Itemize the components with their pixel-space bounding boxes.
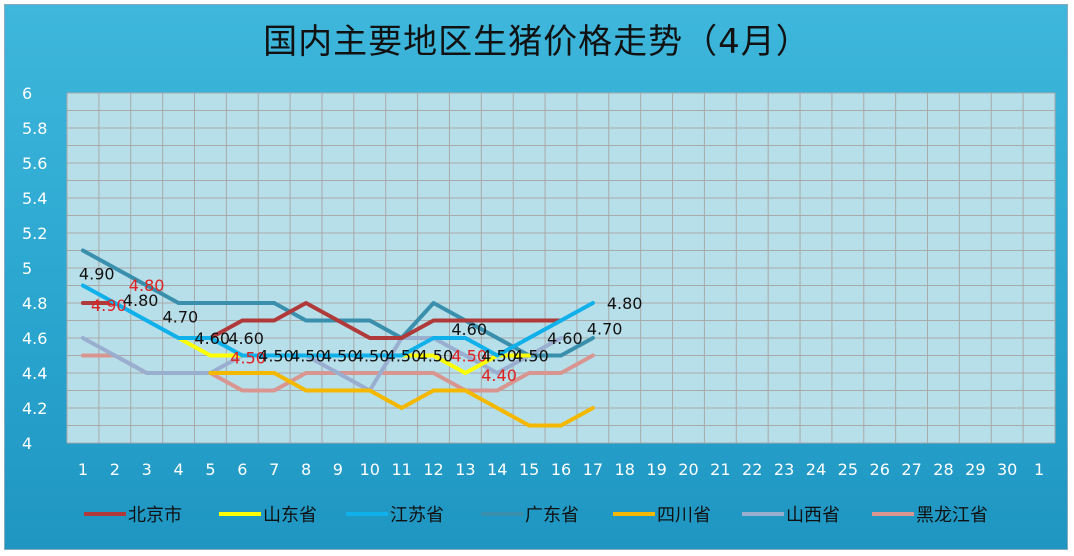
x-tick-label: 29 bbox=[965, 460, 985, 479]
x-tick-label: 20 bbox=[678, 460, 698, 479]
legend-label: 山东省 bbox=[263, 505, 317, 526]
x-tick-label: 22 bbox=[742, 460, 762, 479]
series-line-5 bbox=[208, 371, 595, 428]
x-tick-label: 26 bbox=[870, 460, 890, 479]
data-label: 4.60 bbox=[194, 329, 230, 348]
x-tick-label: 25 bbox=[838, 460, 858, 479]
x-tick-label: 28 bbox=[933, 460, 953, 479]
data-label: 4.80 bbox=[123, 291, 159, 310]
x-tick-label: 1 bbox=[78, 460, 88, 479]
x-tick-label: 10 bbox=[360, 460, 380, 479]
x-tick-label: 13 bbox=[455, 460, 475, 479]
x-axis-tick-labels: 1 2 3 4 5 6 7 8 9 10 11 12 13 14 15 16 17 18 19 20 21 22 23 24 2… bbox=[78, 460, 1044, 479]
data-label: 4.50 bbox=[513, 347, 549, 366]
x-tick-label: 23 bbox=[774, 460, 794, 479]
y-tick-label: 4.2 bbox=[22, 399, 47, 418]
data-label: 4.90 bbox=[79, 265, 115, 284]
data-label: 4.50 bbox=[451, 347, 487, 366]
data-label: 4.50 bbox=[418, 347, 454, 366]
x-tick-label: 6 bbox=[237, 460, 247, 479]
x-tick-label: 1 bbox=[1034, 460, 1044, 479]
y-tick-label: 4.8 bbox=[22, 294, 47, 313]
y-tick-label: 5 bbox=[22, 259, 32, 278]
x-tick-label: 17 bbox=[583, 460, 603, 479]
y-tick-label: 5.6 bbox=[22, 154, 47, 173]
y-tick-label: 4.6 bbox=[22, 329, 47, 348]
data-label: 4.50 bbox=[230, 349, 266, 368]
x-tick-label: 7 bbox=[269, 460, 279, 479]
y-tick-label: 5.2 bbox=[22, 224, 47, 243]
legend-label: 山西省 bbox=[786, 505, 840, 526]
data-label: 4.40 bbox=[481, 366, 517, 385]
x-tick-label: 9 bbox=[333, 460, 343, 479]
data-label: 4.50 bbox=[258, 347, 294, 366]
x-tick-label: 19 bbox=[646, 460, 666, 479]
y-axis-tick-labels: 4 4.2 4.4 4.6 4.8 5 5.2 5.4 5.6 5.8 6 bbox=[22, 84, 47, 453]
x-tick-label: 27 bbox=[901, 460, 921, 479]
data-label: 4.50 bbox=[481, 347, 517, 366]
data-label: 4.80 bbox=[607, 294, 643, 313]
data-label: 4.70 bbox=[163, 308, 199, 327]
series-line-1 bbox=[80, 301, 563, 340]
x-tick-label: 8 bbox=[301, 460, 311, 479]
data-label: 4.50 bbox=[354, 347, 390, 366]
x-tick-label: 12 bbox=[423, 460, 443, 479]
data-label: 4.50 bbox=[386, 347, 422, 366]
y-tick-label: 4.4 bbox=[22, 364, 47, 383]
y-tick-label: 6 bbox=[22, 84, 32, 103]
x-tick-label: 16 bbox=[551, 460, 571, 479]
legend-label: 四川省 bbox=[657, 505, 711, 526]
legend-label: 江苏省 bbox=[390, 505, 444, 526]
legend-label: 北京市 bbox=[128, 505, 182, 526]
x-tick-label: 21 bbox=[710, 460, 730, 479]
data-label: 4.70 bbox=[587, 320, 623, 339]
x-tick-label: 15 bbox=[519, 460, 539, 479]
grid-lines bbox=[66, 92, 1056, 444]
series-lines bbox=[80, 248, 595, 428]
x-tick-label: 5 bbox=[205, 460, 215, 479]
x-tick-label: 2 bbox=[110, 460, 120, 479]
x-tick-label: 4 bbox=[173, 460, 183, 479]
chart-title: 国内主要地区生猪价格走势（4月） bbox=[263, 22, 811, 62]
data-labels: 4.904.904.804.804.704.604.604.504.504.50… bbox=[79, 265, 643, 386]
data-label: 4.50 bbox=[290, 347, 326, 366]
data-label: 4.90 bbox=[91, 296, 127, 315]
data-label: 4.60 bbox=[451, 320, 487, 339]
legend: 北京市 山东省 江苏省 广东省 四川省 山西省 黑龙江省 bbox=[84, 505, 988, 526]
x-tick-label: 14 bbox=[487, 460, 507, 479]
x-tick-label: 11 bbox=[391, 460, 411, 479]
data-label: 4.80 bbox=[129, 276, 165, 295]
x-tick-label: 24 bbox=[806, 460, 826, 479]
x-tick-label: 3 bbox=[142, 460, 152, 479]
series-line-3 bbox=[80, 283, 595, 358]
y-tick-label: 4 bbox=[22, 434, 32, 453]
legend-label: 黑龙江省 bbox=[916, 505, 988, 526]
x-tick-label: 18 bbox=[615, 460, 635, 479]
x-tick-label: 30 bbox=[997, 460, 1017, 479]
data-label: 4.60 bbox=[547, 329, 583, 348]
data-label: 4.60 bbox=[228, 329, 264, 348]
legend-label: 广东省 bbox=[525, 505, 579, 526]
y-tick-label: 5.4 bbox=[22, 189, 47, 208]
data-label: 4.50 bbox=[322, 347, 358, 366]
y-tick-label: 5.8 bbox=[22, 119, 47, 138]
